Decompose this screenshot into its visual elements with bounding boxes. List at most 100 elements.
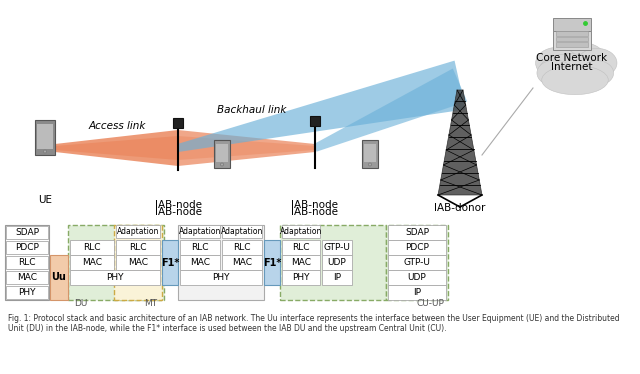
Bar [222, 255, 262, 270]
Text: IAB-donor: IAB-donor [435, 203, 486, 213]
Text: IP: IP [413, 288, 421, 297]
Ellipse shape [554, 42, 606, 78]
Bar [553, 18, 591, 31]
Bar [6, 226, 48, 239]
Bar [222, 225, 262, 238]
Text: UE: UE [38, 195, 52, 205]
Ellipse shape [541, 65, 608, 95]
Bar [114, 225, 162, 300]
Bar [386, 225, 448, 300]
Text: PDCP: PDCP [405, 243, 429, 252]
Text: RLC: RLC [233, 243, 251, 252]
Ellipse shape [536, 47, 579, 79]
Bar [6, 256, 48, 269]
Text: Core Network: Core Network [536, 53, 607, 63]
Bar [556, 37, 588, 42]
Text: MAC: MAC [128, 258, 148, 267]
Text: IAB-node: IAB-node [154, 207, 202, 217]
Text: DU: DU [74, 298, 88, 307]
Bar [70, 270, 160, 285]
Bar [322, 255, 352, 270]
Ellipse shape [580, 61, 614, 85]
Bar [180, 270, 262, 285]
Text: PHY: PHY [19, 288, 36, 297]
Polygon shape [177, 61, 465, 152]
Bar [388, 255, 446, 270]
Bar [214, 140, 230, 168]
Bar [222, 240, 262, 255]
Bar [68, 225, 164, 300]
Ellipse shape [537, 60, 573, 86]
Text: MAC: MAC [82, 258, 102, 267]
Bar [70, 255, 114, 270]
Text: Adaptation: Adaptation [221, 227, 263, 236]
Polygon shape [438, 90, 482, 195]
Text: RLC: RLC [19, 258, 36, 267]
Text: IAB-node: IAB-node [291, 207, 339, 217]
Bar [282, 240, 320, 255]
Ellipse shape [539, 54, 601, 86]
Text: RLC: RLC [129, 243, 147, 252]
Text: Adaptation: Adaptation [280, 227, 322, 236]
Bar [310, 116, 320, 126]
Text: Adaptation: Adaptation [179, 227, 221, 236]
Text: Fig. 1: Protocol stack and basic architecture of an IAB network. The Uu interfac: Fig. 1: Protocol stack and basic archite… [8, 314, 620, 333]
Text: MAC: MAC [190, 258, 210, 267]
Bar [116, 240, 160, 255]
Text: GTP-U: GTP-U [324, 243, 351, 252]
Text: RLC: RLC [292, 243, 310, 252]
Bar [173, 118, 183, 128]
Bar [70, 240, 114, 255]
Bar [556, 42, 588, 47]
Circle shape [44, 150, 47, 153]
Text: MAC: MAC [232, 258, 252, 267]
Text: PHY: PHY [212, 273, 230, 282]
Text: MAC: MAC [291, 258, 311, 267]
Bar [5, 225, 49, 300]
Bar [35, 120, 55, 155]
Text: RLC: RLC [191, 243, 209, 252]
Polygon shape [55, 130, 178, 166]
Bar [6, 286, 48, 299]
Text: PDCP: PDCP [15, 243, 39, 252]
Bar [180, 225, 220, 238]
Bar [556, 31, 588, 36]
Bar [264, 240, 280, 285]
Text: PHY: PHY [292, 273, 310, 282]
Polygon shape [178, 130, 315, 166]
Circle shape [221, 163, 223, 166]
Polygon shape [178, 136, 315, 160]
Text: SDAP: SDAP [15, 228, 39, 237]
Bar [162, 240, 178, 285]
Bar [116, 225, 160, 238]
Bar [280, 225, 386, 300]
Bar [116, 255, 160, 270]
Bar [362, 140, 378, 168]
Ellipse shape [577, 48, 617, 78]
Bar [6, 241, 48, 254]
Text: CU-UP: CU-UP [416, 300, 444, 309]
Bar [180, 240, 220, 255]
Text: Access link: Access link [88, 121, 146, 131]
Bar [322, 240, 352, 255]
Text: GTP-U: GTP-U [404, 258, 431, 267]
Bar [322, 270, 352, 285]
Bar [388, 285, 446, 300]
Bar [388, 270, 446, 285]
Text: RLC: RLC [83, 243, 100, 252]
Text: IAB-node: IAB-node [291, 200, 339, 210]
Bar [178, 225, 264, 300]
Bar [388, 225, 446, 240]
Text: F1*: F1* [263, 258, 281, 267]
Text: Adaptation: Adaptation [117, 227, 159, 236]
Text: Internet: Internet [551, 62, 593, 72]
Text: IAB-node: IAB-node [154, 200, 202, 210]
Bar [180, 255, 220, 270]
Text: UDP: UDP [408, 273, 426, 282]
Text: IP: IP [333, 273, 341, 282]
Bar [282, 270, 320, 285]
Bar [282, 255, 320, 270]
Polygon shape [314, 68, 467, 152]
Bar [37, 124, 53, 149]
Text: Uu: Uu [52, 273, 67, 282]
